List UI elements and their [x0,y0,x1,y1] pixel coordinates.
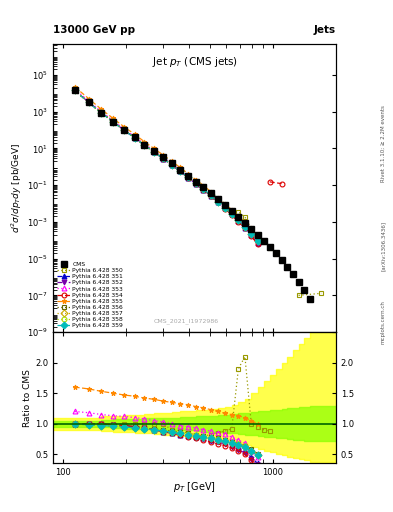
CMS [169,160,174,166]
CMS [215,196,220,202]
CMS [307,296,312,303]
CMS [111,119,116,125]
CMS [249,226,253,232]
Text: CMS_2021_I1972986: CMS_2021_I1972986 [154,318,219,324]
CMS [273,250,278,257]
Text: Rivet 3.1.10; ≥ 2.2M events: Rivet 3.1.10; ≥ 2.2M events [381,105,386,182]
CMS [152,148,156,154]
CMS [132,134,137,140]
Text: [arXiv:1306.3436]: [arXiv:1306.3436] [381,221,386,271]
CMS [99,110,104,116]
CMS [178,167,182,173]
CMS [72,88,77,94]
Y-axis label: $d^2\sigma/dp_Tdy$ [pb/GeV]: $d^2\sigma/dp_Tdy$ [pb/GeV] [10,143,24,233]
Text: 13000 GeV pp: 13000 GeV pp [53,25,135,35]
CMS [291,271,296,277]
Y-axis label: Ratio to CMS: Ratio to CMS [23,369,32,426]
CMS [122,127,127,133]
CMS [86,99,91,105]
CMS [285,264,290,270]
CMS [302,287,307,293]
CMS [279,257,284,263]
CMS [236,214,241,220]
CMS [185,173,190,179]
CMS [142,141,147,147]
CMS [161,154,165,160]
CMS [193,179,198,185]
Legend: CMS, Pythia 6.428 350, Pythia 6.428 351, Pythia 6.428 352, Pythia 6.428 353, Pyt: CMS, Pythia 6.428 350, Pythia 6.428 351,… [56,261,124,329]
X-axis label: $p_T$ [GeV]: $p_T$ [GeV] [173,480,216,494]
CMS [261,238,266,244]
CMS [296,279,301,285]
CMS [222,202,227,208]
Text: Jets: Jets [314,25,336,35]
CMS [201,184,206,190]
CMS [255,232,260,238]
Text: mcplots.cern.ch: mcplots.cern.ch [381,301,386,345]
CMS [267,244,272,250]
Text: Jet $p_T$ (CMS jets): Jet $p_T$ (CMS jets) [152,55,237,69]
CMS [208,190,213,196]
CMS [230,208,234,214]
CMS [242,220,247,226]
Line: CMS: CMS [72,88,313,303]
